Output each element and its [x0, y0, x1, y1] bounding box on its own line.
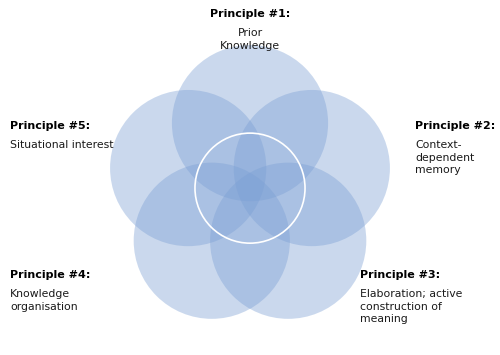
- Text: Elaboration; active
construction of
meaning: Elaboration; active construction of mean…: [360, 289, 462, 324]
- Text: Principle #2:: Principle #2:: [415, 121, 495, 131]
- Text: Situational interest: Situational interest: [10, 140, 114, 150]
- Text: Principle #1:: Principle #1:: [210, 9, 290, 19]
- Text: Knowledge
organisation: Knowledge organisation: [10, 289, 78, 312]
- Text: Principle #4:: Principle #4:: [10, 270, 90, 280]
- Ellipse shape: [134, 163, 290, 319]
- Ellipse shape: [172, 45, 328, 201]
- Ellipse shape: [110, 90, 266, 246]
- Text: Context-
dependent
memory: Context- dependent memory: [415, 140, 474, 175]
- Text: Principle #3:: Principle #3:: [360, 270, 440, 280]
- Ellipse shape: [234, 90, 390, 246]
- Text: Principle #5:: Principle #5:: [10, 121, 90, 131]
- Ellipse shape: [210, 163, 366, 319]
- Text: Prior
Knowledge: Prior Knowledge: [220, 28, 280, 51]
